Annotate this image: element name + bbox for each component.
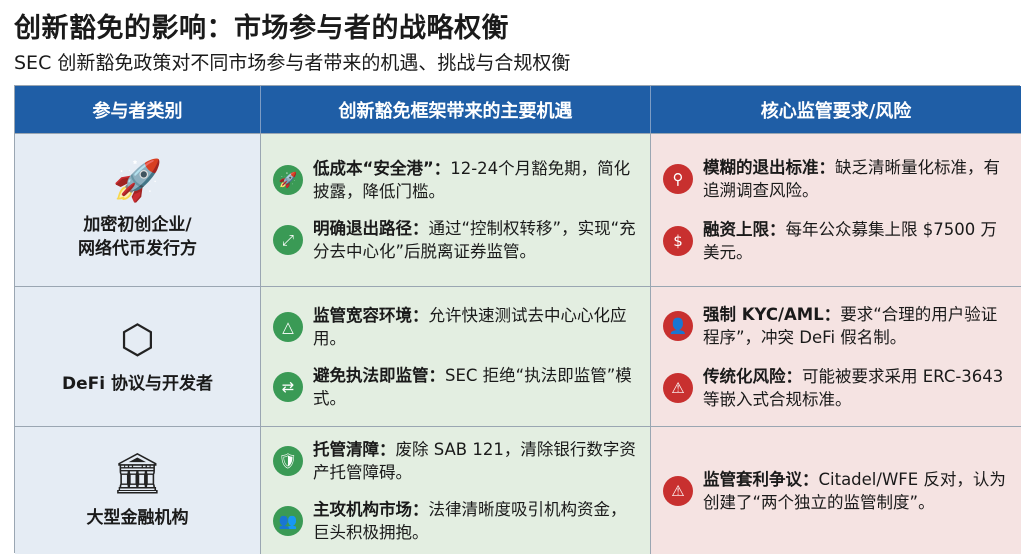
opportunity-item: △ 监管宽容环境：允许快速测试去中心心化应用。 [273, 304, 638, 350]
item-text: 传统化风险：可能被要求采用 ERC-3643 等嵌入式合规标准。 [703, 365, 1011, 411]
dollar-icon: $ [663, 226, 693, 256]
rocket-icon: 🚀 [112, 158, 163, 204]
item-text: 强制 KYC/AML：要求“合理的用户验证程序”，冲突 DeFi 假名制。 [703, 303, 1011, 349]
item-heading: 模糊的退出标准： [703, 158, 835, 177]
risks-cell: 👤 强制 KYC/AML：要求“合理的用户验证程序”，冲突 DeFi 假名制。 ⚠ 传… [651, 286, 1021, 426]
bank-icon: 🏛 [112, 450, 163, 497]
triangle-nodes-icon: △ [273, 311, 303, 342]
opportunity-item: 🛡 托管清障：废除 SAB 121，清除银行数字资产托管障碍。 [273, 438, 638, 484]
opportunities-cell: 🛡 托管清障：废除 SAB 121，清除银行数字资产托管障碍。 👥 主攻机构市场：法律… [261, 426, 651, 554]
header-opportunities: 创新豁免框架带来的主要机遇 [261, 86, 651, 133]
risks-cell: ⚲ 模糊的退出标准：缺乏清晰量化标准，有追溯调查风险。 $ 融资上限：每年公众募集上限… [651, 133, 1021, 286]
item-text: 融资上限：每年公众募集上限 $7500 万美元。 [703, 218, 1011, 264]
item-text: 低成本“安全港”：12-24个月豁免期，简化披露，降低门槛。 [313, 157, 638, 203]
opportunity-item: ⤢ 明确退出路径：通过“控制权转移”，实现“充分去中心化”后脱离证券监管。 [273, 217, 638, 263]
category-cell: 🏛 大型金融机构 [15, 426, 261, 554]
header-category: 参与者类别 [15, 86, 261, 133]
item-body: 允许快速测试去中心心化应用。 [313, 305, 627, 348]
flow-icon: ⇄ [273, 371, 303, 402]
user-check-icon: 👤 [663, 310, 693, 341]
item-body: 12-24个月豁免期，简化披露，降低门槛。 [313, 159, 631, 201]
category-label: 加密初创企业/ 网络代币发行方 [78, 215, 197, 259]
item-body: 法律清晰度吸引机构资金，巨头积极拥抱。 [313, 499, 627, 542]
item-body: SEC 拒绝“执法即监管”模式。 [313, 365, 632, 408]
item-heading: 低成本“安全港”： [313, 159, 451, 178]
header-risks: 核心监管要求/风险 [651, 86, 1021, 133]
search-icon: ⚲ [663, 164, 693, 194]
shield-card-icon: 🛡 [273, 445, 303, 476]
item-body: 要求“合理的用户验证程序”，冲突 DeFi 假名制。 [703, 304, 998, 347]
opportunity-item: ⇄ 避免执法即监管：SEC 拒绝“执法即监管”模式。 [273, 364, 638, 410]
item-text: 主攻机构市场：法律清晰度吸引机构资金，巨头积极拥抱。 [313, 498, 638, 544]
item-heading: 融资上限： [703, 220, 786, 239]
item-text: 明确退出路径：通过“控制权转移”，实现“充分去中心化”后脱离证券监管。 [313, 217, 638, 263]
risks-cell: ⚠ 监管套利争议：Citadel/WFE 反对，认为创建了“两个独立的监管制度”。 [651, 426, 1021, 554]
item-heading: 传统化风险： [703, 366, 802, 386]
item-body: 可能被要求采用 ERC-3643 等嵌入式合规标准。 [703, 366, 1004, 409]
category-cell: ⬡ DeFi 协议与开发者 [15, 286, 261, 426]
category-label: 大型金融机构 [86, 507, 189, 528]
category-cell: 🚀 加密初创企业/ 网络代币发行方 [15, 133, 261, 286]
group-icon: 👥 [273, 505, 303, 536]
item-text: 托管清障：废除 SAB 121，清除银行数字资产托管障碍。 [313, 438, 638, 484]
item-body: Citadel/WFE 反对，认为创建了“两个独立的监管制度”。 [703, 469, 1006, 512]
item-heading: 监管套利争议： [703, 469, 819, 489]
item-heading: 明确退出路径： [313, 219, 429, 238]
opportunities-cell: △ 监管宽容环境：允许快速测试去中心心化应用。 ⇄ 避免执法即监管：SEC 拒绝“执法… [261, 286, 651, 426]
arrows-icon: ⤢ [273, 225, 303, 255]
item-text: 监管宽容环境：允许快速测试去中心心化应用。 [313, 304, 638, 350]
warning-icon: ⚠ [663, 372, 693, 403]
risk-item: 👤 强制 KYC/AML：要求“合理的用户验证程序”，冲突 DeFi 假名制。 [663, 303, 1011, 349]
item-text: 监管套利争议：Citadel/WFE 反对，认为创建了“两个独立的监管制度”。 [703, 468, 1011, 514]
warning-icon: ⚠ [663, 475, 693, 506]
risk-item: ⚠ 传统化风险：可能被要求采用 ERC-3643 等嵌入式合规标准。 [663, 365, 1011, 411]
category-label: DeFi 协议与开发者 [62, 373, 213, 394]
item-body: 通过“控制权转移”，实现“充分去中心化”后脱离证券监管。 [313, 219, 636, 261]
risk-item: $ 融资上限：每年公众募集上限 $7500 万美元。 [663, 218, 1011, 264]
item-text: 避免执法即监管：SEC 拒绝“执法即监管”模式。 [313, 364, 638, 410]
item-heading: 主攻机构市场： [313, 499, 429, 519]
risk-item: ⚲ 模糊的退出标准：缺乏清晰量化标准，有追溯调查风险。 [663, 156, 1011, 202]
risk-item: ⚠ 监管套利争议：Citadel/WFE 反对，认为创建了“两个独立的监管制度”。 [663, 468, 1011, 514]
rocket-icon: 🚀 [273, 165, 303, 195]
item-body: 每年公众募集上限 $7500 万美元。 [703, 220, 997, 262]
network-cube-icon: ⬡ [120, 316, 155, 363]
opportunities-cell: 🚀 低成本“安全港”：12-24个月豁免期，简化披露，降低门槛。 ⤢ 明确退出路径：通… [261, 133, 651, 286]
item-body: 缺乏清晰量化标准，有追溯调查风险。 [703, 158, 1000, 200]
opportunity-item: 👥 主攻机构市场：法律清晰度吸引机构资金，巨头积极拥抱。 [273, 498, 638, 544]
item-heading: 监管宽容环境： [313, 305, 429, 325]
item-heading: 避免执法即监管： [313, 365, 445, 385]
comparison-table: 参与者类别 创新豁免框架带来的主要机遇 核心监管要求/风险 🚀 加密初创企业/ 网… [14, 85, 1021, 554]
item-heading: 托管清障： [313, 439, 396, 459]
page-subtitle: SEC 创新豁免政策对不同市场参与者带来的机遇、挑战与合规权衡 [14, 52, 571, 74]
item-body: 废除 SAB 121，清除银行数字资产托管障碍。 [313, 439, 636, 482]
item-text: 模糊的退出标准：缺乏清晰量化标准，有追溯调查风险。 [703, 156, 1011, 202]
opportunity-item: 🚀 低成本“安全港”：12-24个月豁免期，简化披露，降低门槛。 [273, 157, 638, 203]
page-title: 创新豁免的影响：市场参与者的战略权衡 [14, 13, 509, 44]
item-heading: 强制 KYC/AML： [703, 304, 841, 324]
